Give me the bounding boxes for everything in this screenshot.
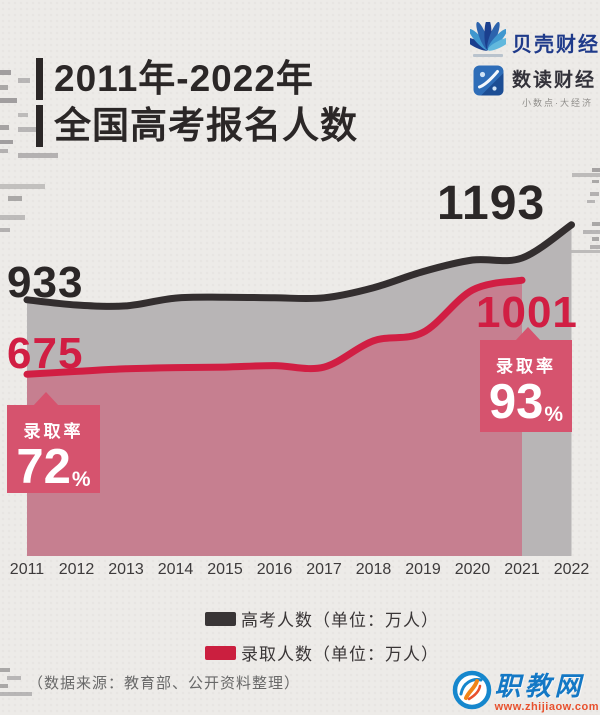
exam-2011-value-label: 933 [7, 258, 84, 307]
texture-mark [0, 684, 8, 688]
poster-title: 2011年-2022年 全国高考报名人数 [36, 58, 358, 152]
x-axis-label-2019: 2019 [405, 561, 441, 578]
texture-mark [0, 228, 10, 232]
shudu-logo-tagline: 小数点·大经济 [522, 98, 593, 108]
shudu-finance-logo: 数读财经 小数点·大经济 [473, 65, 596, 109]
x-axis-label-2022: 2022 [553, 561, 590, 578]
texture-mark [18, 153, 58, 158]
x-axis-label-2012: 2012 [58, 561, 95, 578]
texture-mark [7, 676, 21, 680]
poster-title-line1: 2011年-2022年 [36, 58, 358, 100]
legend-swatch-admit [205, 645, 236, 660]
badge-value: 72 [16, 440, 71, 494]
texture-mark [0, 125, 9, 130]
x-axis-label-2015: 2015 [207, 561, 243, 578]
x-axis-label-2013: 2013 [108, 561, 144, 578]
texture-mark [0, 149, 8, 153]
texture-mark [572, 173, 600, 177]
beike-logo-subtext [473, 54, 503, 57]
texture-mark [18, 113, 28, 117]
texture-mark [18, 78, 30, 83]
texture-mark [0, 140, 13, 144]
zhijiaow-logo-icon [452, 670, 491, 709]
admit-2011-value-label: 675 [7, 329, 84, 378]
shudu-logo-icon [473, 65, 504, 96]
texture-mark [0, 70, 11, 75]
watermark-site-url: www.zhijiaow.com [494, 701, 599, 713]
beike-logo-text: 贝壳财经 [512, 34, 600, 56]
texture-mark [590, 245, 600, 249]
x-axis-label-2017: 2017 [306, 561, 342, 578]
texture-mark [0, 184, 45, 189]
x-axis-label-2016: 2016 [256, 561, 293, 578]
badge-unit: % [544, 403, 564, 426]
chart-legend: 高考人数（单位：万人） 录取人数（单位：万人） [205, 606, 439, 674]
x-axis-label-2021: 2021 [504, 561, 540, 578]
data-source-note: （数据来源：教育部、公开资料整理） [28, 675, 301, 692]
texture-mark [565, 250, 600, 253]
shell-icon [470, 22, 506, 51]
badge-unit: % [71, 468, 91, 491]
x-axis-label-2011: 2011 [9, 561, 45, 578]
texture-mark [8, 196, 22, 201]
legend-label-admit: 录取人数（单位：万人） [241, 645, 439, 664]
x-axis-label-2018: 2018 [355, 561, 392, 578]
badge-label: 录取率 [23, 422, 84, 441]
watermark-site-name: 职教网 [494, 671, 585, 701]
x-axis-label-2014: 2014 [157, 561, 194, 578]
site-watermark: 职教网 www.zhijiaow.com [451, 666, 599, 713]
texture-mark [590, 192, 599, 196]
texture-mark [0, 668, 10, 672]
badge-label: 录取率 [496, 357, 556, 376]
texture-mark [0, 692, 32, 696]
texture-mark [587, 200, 595, 203]
texture-mark [0, 215, 25, 220]
texture-mark [592, 180, 599, 183]
admission-rate-badge-2011: 录取率 72 % [7, 392, 100, 494]
admission-rate-badge-2021: 录取率 93 % [480, 327, 572, 432]
texture-mark [592, 237, 599, 241]
badge-value: 93 [488, 375, 544, 429]
texture-mark [18, 127, 37, 132]
poster-title-line2: 全国高考报名人数 [36, 105, 358, 147]
texture-mark [592, 222, 600, 226]
texture-mark [592, 168, 600, 172]
shudu-logo-text: 数读财经 [512, 70, 597, 91]
exam-2022-value-label: 1193 [437, 177, 546, 230]
beike-finance-logo: 贝壳财经 [470, 22, 600, 57]
legend-swatch-exam [205, 611, 236, 626]
legend-item-admit: 录取人数（单位：万人） [205, 640, 439, 665]
legend-label-exam: 高考人数（单位：万人） [241, 611, 439, 630]
x-axis-label-2020: 2020 [454, 561, 491, 578]
texture-mark [0, 98, 17, 103]
texture-mark [0, 85, 8, 90]
legend-item-exam: 高考人数（单位：万人） [205, 606, 439, 631]
texture-mark [583, 230, 600, 234]
